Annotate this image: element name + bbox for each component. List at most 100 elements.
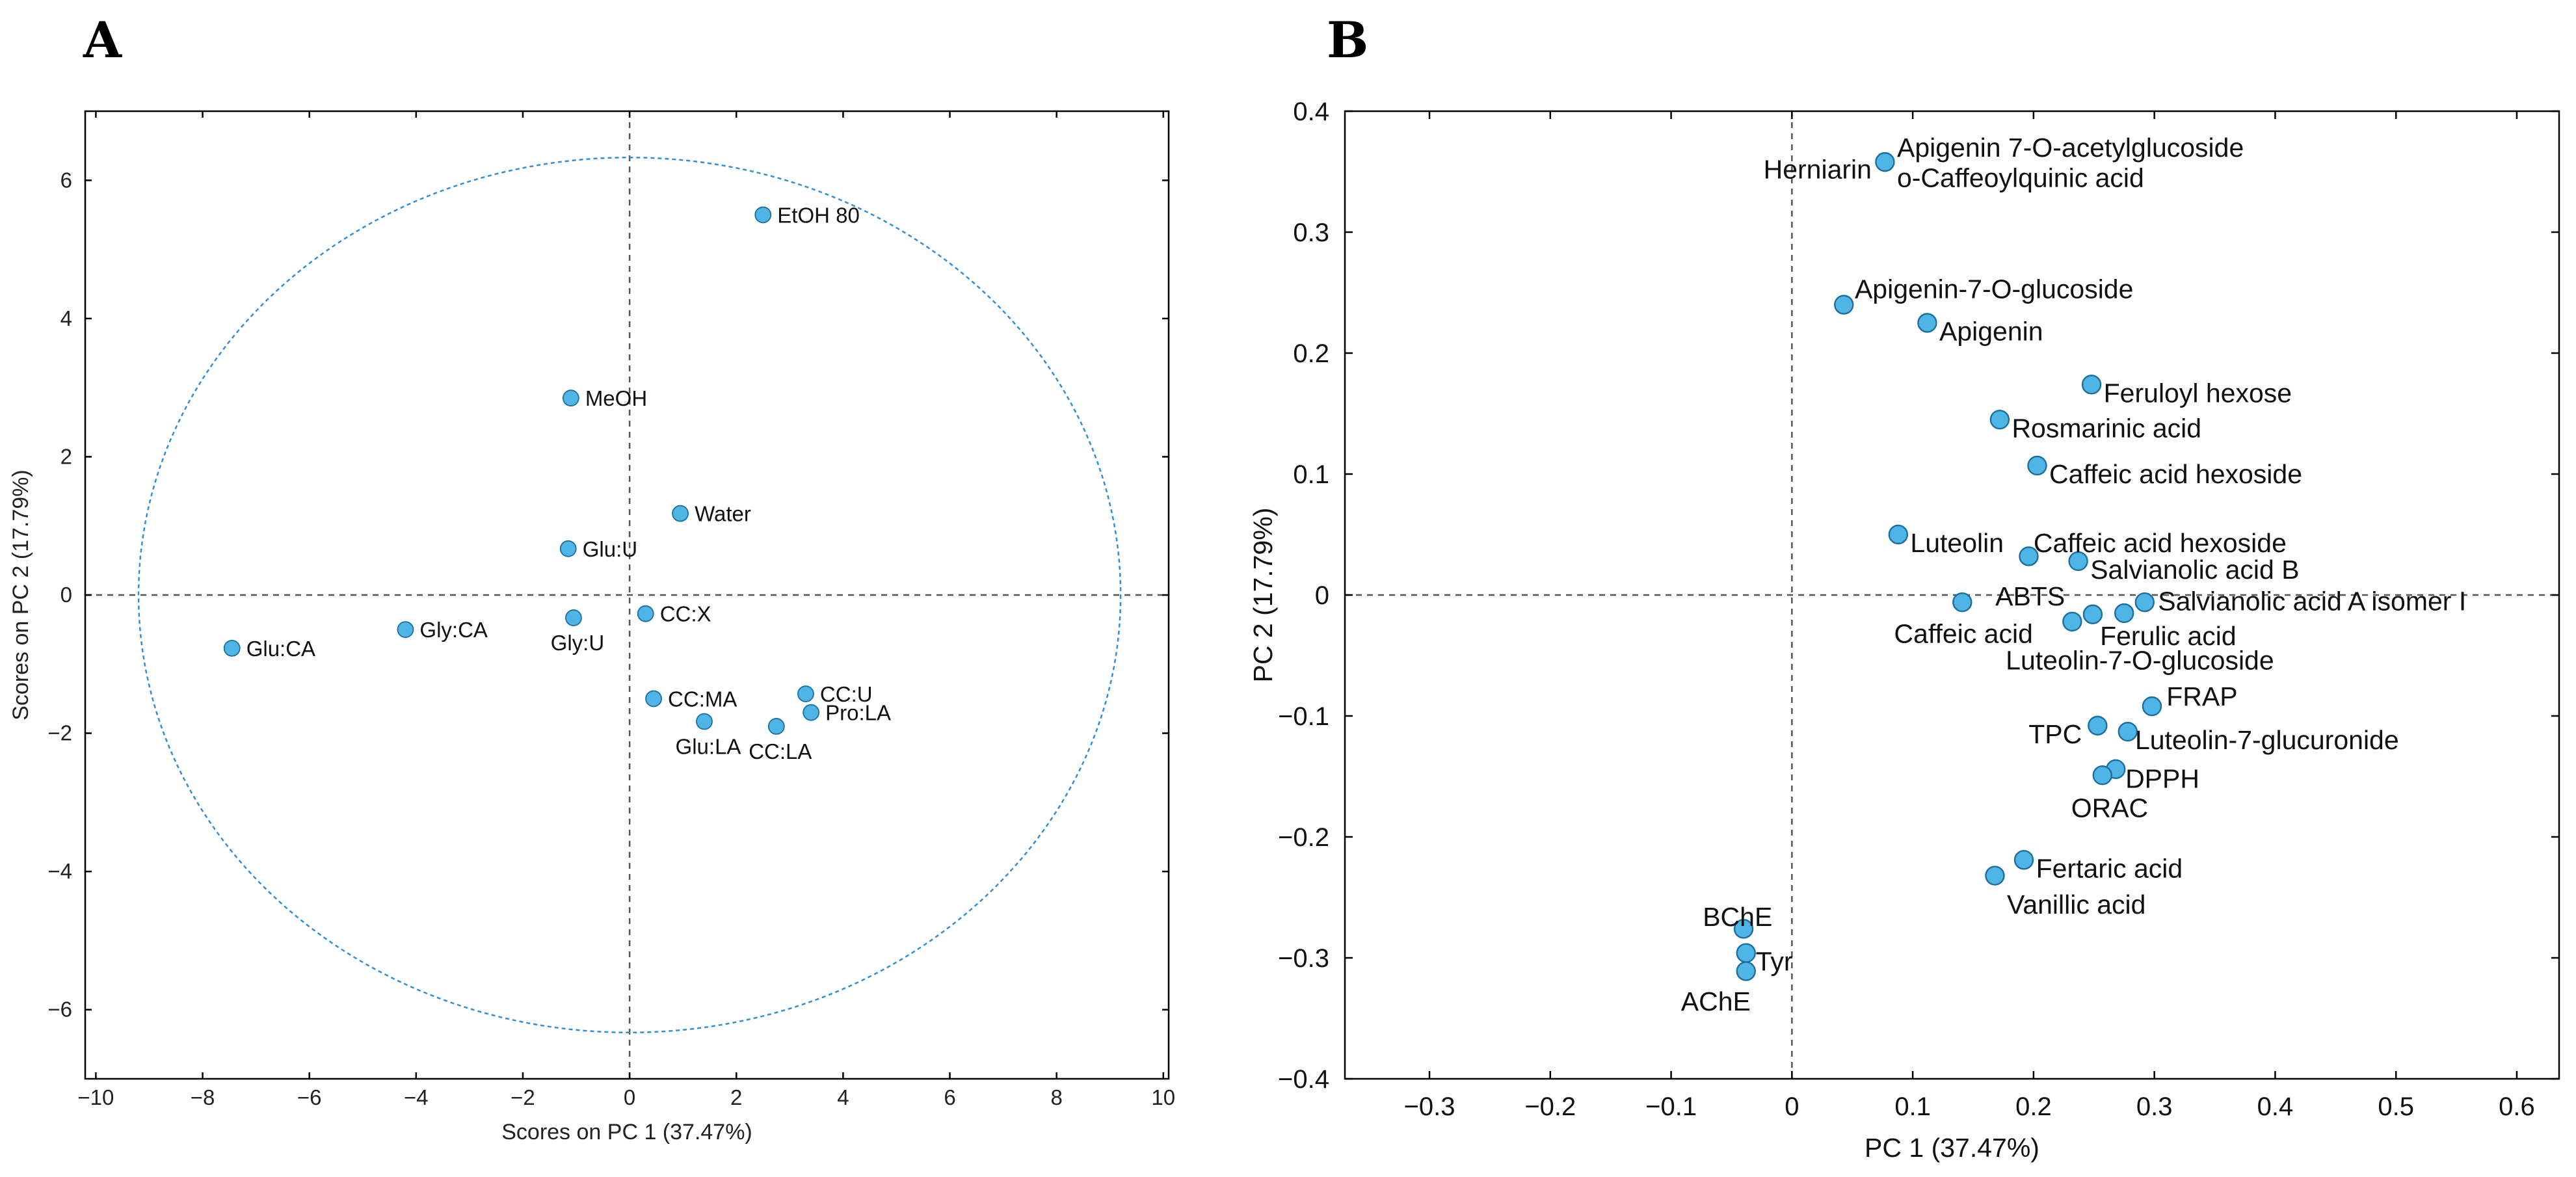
y-axis-label: Scores on PC 2 (17.79%) <box>8 469 33 721</box>
loading-label: Luteolin-7-O-glucoside <box>2006 645 2274 675</box>
hotelling-t2-ellipse <box>137 156 1122 1034</box>
loading-label: Caffeic acid hexoside <box>2049 459 2302 489</box>
loading-label: Ferulic acid <box>2100 621 2237 651</box>
loading-label: Caffeic acid <box>1894 619 2032 649</box>
score-point-label: Water <box>695 502 751 526</box>
loading-point[interactable] <box>2019 546 2039 566</box>
score-point[interactable] <box>767 718 785 735</box>
score-point-label: MeOH <box>585 386 647 410</box>
score-point[interactable] <box>397 621 414 639</box>
loading-label: Apigenin 7-O-acetylglucoside <box>1897 133 2244 163</box>
loading-point[interactable] <box>2088 715 2108 736</box>
loading-point[interactable] <box>2062 611 2082 632</box>
loading-point[interactable] <box>2027 455 2047 476</box>
loading-point[interactable] <box>1888 524 1909 545</box>
loading-label: DPPH <box>2125 764 2199 794</box>
y-tick-label: 2 <box>60 444 72 468</box>
loading-point[interactable] <box>1736 943 1756 963</box>
y-tick-label: 0.2 <box>1293 339 1329 368</box>
loading-point[interactable] <box>1875 152 1895 172</box>
score-point[interactable] <box>565 609 582 626</box>
score-point-label: CC:X <box>660 602 711 626</box>
y-tick-label: 0.3 <box>1293 218 1329 247</box>
loading-label: AChE <box>1681 986 1751 1016</box>
loading-point[interactable] <box>2114 603 2134 624</box>
loading-point[interactable] <box>2081 375 2102 395</box>
loading-label: Feruloyl hexose <box>2104 378 2292 408</box>
y-tick-label: 6 <box>60 168 72 192</box>
y-tick-label: 4 <box>60 306 72 330</box>
loading-point[interactable] <box>2013 850 2034 870</box>
x-tick-label: −0.1 <box>1645 1092 1697 1121</box>
loading-label: Luteolin-7-glucuronide <box>2135 725 2399 755</box>
loading-point[interactable] <box>2092 765 2112 786</box>
score-point[interactable] <box>803 704 820 721</box>
x-tick-label: −10 <box>77 1085 114 1109</box>
score-point[interactable] <box>754 206 772 224</box>
y-tick-label: −0.3 <box>1278 944 1329 973</box>
score-point-label: CC:U <box>820 682 873 706</box>
loading-point[interactable] <box>1733 919 1754 939</box>
y-tick-label: −0.4 <box>1278 1065 1329 1094</box>
loading-label: Tyr <box>1756 947 1793 977</box>
loading-label: Apigenin-7-O-glucoside <box>1855 274 2133 304</box>
panel-b-letter: B <box>1327 11 1368 69</box>
loading-label: Fertaric acid <box>2036 853 2183 883</box>
loading-point[interactable] <box>2142 696 2162 717</box>
loading-point[interactable] <box>2068 551 2088 572</box>
loading-point[interactable] <box>1917 313 1937 333</box>
y-tick-label: 0.1 <box>1293 460 1329 489</box>
loading-label: Herniarin <box>1764 154 1872 184</box>
score-point-label: Gly:U <box>551 631 605 655</box>
y-tick-label: −0.1 <box>1278 702 1329 731</box>
loading-label: Rosmarinic acid <box>2012 413 2201 443</box>
loading-point[interactable] <box>1985 866 2005 886</box>
y-tick-label: 0 <box>1315 581 1329 610</box>
score-point[interactable] <box>562 390 579 406</box>
x-tick-label: −2 <box>511 1085 535 1109</box>
loading-point[interactable] <box>2082 604 2103 624</box>
loading-label: Apigenin <box>1939 317 2043 347</box>
x-tick-label: 0 <box>624 1085 635 1109</box>
score-point-label: CC:LA <box>749 739 812 763</box>
x-tick-label: 0.4 <box>2257 1092 2294 1121</box>
loading-label: Caffeic acid hexoside <box>2034 528 2287 558</box>
score-point[interactable] <box>672 505 689 522</box>
score-point-label: Pro:LA <box>825 701 891 725</box>
score-point[interactable] <box>645 690 662 708</box>
pca-scores-plot: −10 −8 −6 −4 −2 0 2 4 6 8 10 −6 −4 −2 0 2 4 6 Scores on PC… <box>8 110 1175 1144</box>
x-tick-label: 0.1 <box>1894 1092 1931 1121</box>
y-axis-label: PC 2 (17.79%) <box>1248 508 1278 683</box>
loading-label: Salvianolic acid A isomer I <box>2158 586 2466 616</box>
loading-label: Vanillic acid <box>2007 890 2145 919</box>
loading-point[interactable] <box>1834 295 1854 315</box>
loading-point[interactable] <box>1736 961 1756 981</box>
score-point-label: Glu:CA <box>246 637 315 661</box>
score-point[interactable] <box>696 713 713 730</box>
y-tick-label: −0.2 <box>1278 823 1329 852</box>
loading-label: Luteolin <box>1910 528 2004 558</box>
y-tick-label: 0.4 <box>1293 98 1329 126</box>
x-axis-label: Scores on PC 1 (37.47%) <box>501 1120 752 1144</box>
score-point[interactable] <box>559 540 577 557</box>
score-point[interactable] <box>223 639 241 657</box>
x-tick-label: 0.5 <box>2378 1092 2414 1121</box>
x-tick-label: 8 <box>1050 1085 1062 1109</box>
loading-point[interactable] <box>2134 592 2155 613</box>
score-point[interactable] <box>637 605 654 622</box>
x-tick-label: 0 <box>1785 1092 1799 1121</box>
panel-a-letter: A <box>83 11 122 69</box>
x-tick-label: −0.2 <box>1524 1092 1576 1121</box>
pca-loadings-plot: −0.3 −0.2 −0.1 0 0.1 0.2 0.3 0.4 0.5 0.6 −0.4 −0.3 −… <box>1248 98 2560 1163</box>
x-tick-label: −6 <box>297 1085 322 1109</box>
y-tick-label: −2 <box>47 721 72 745</box>
score-point-label: CC:MA <box>668 687 737 711</box>
loading-label: ORAC <box>2071 793 2148 823</box>
loading-point[interactable] <box>2118 721 2138 742</box>
loading-point[interactable] <box>1989 410 2010 430</box>
loading-label: o-Caffeoylquinic acid <box>1897 163 2144 192</box>
score-point[interactable] <box>797 685 814 702</box>
loading-point[interactable] <box>1952 592 1972 613</box>
x-tick-label: 0.3 <box>2136 1092 2173 1121</box>
